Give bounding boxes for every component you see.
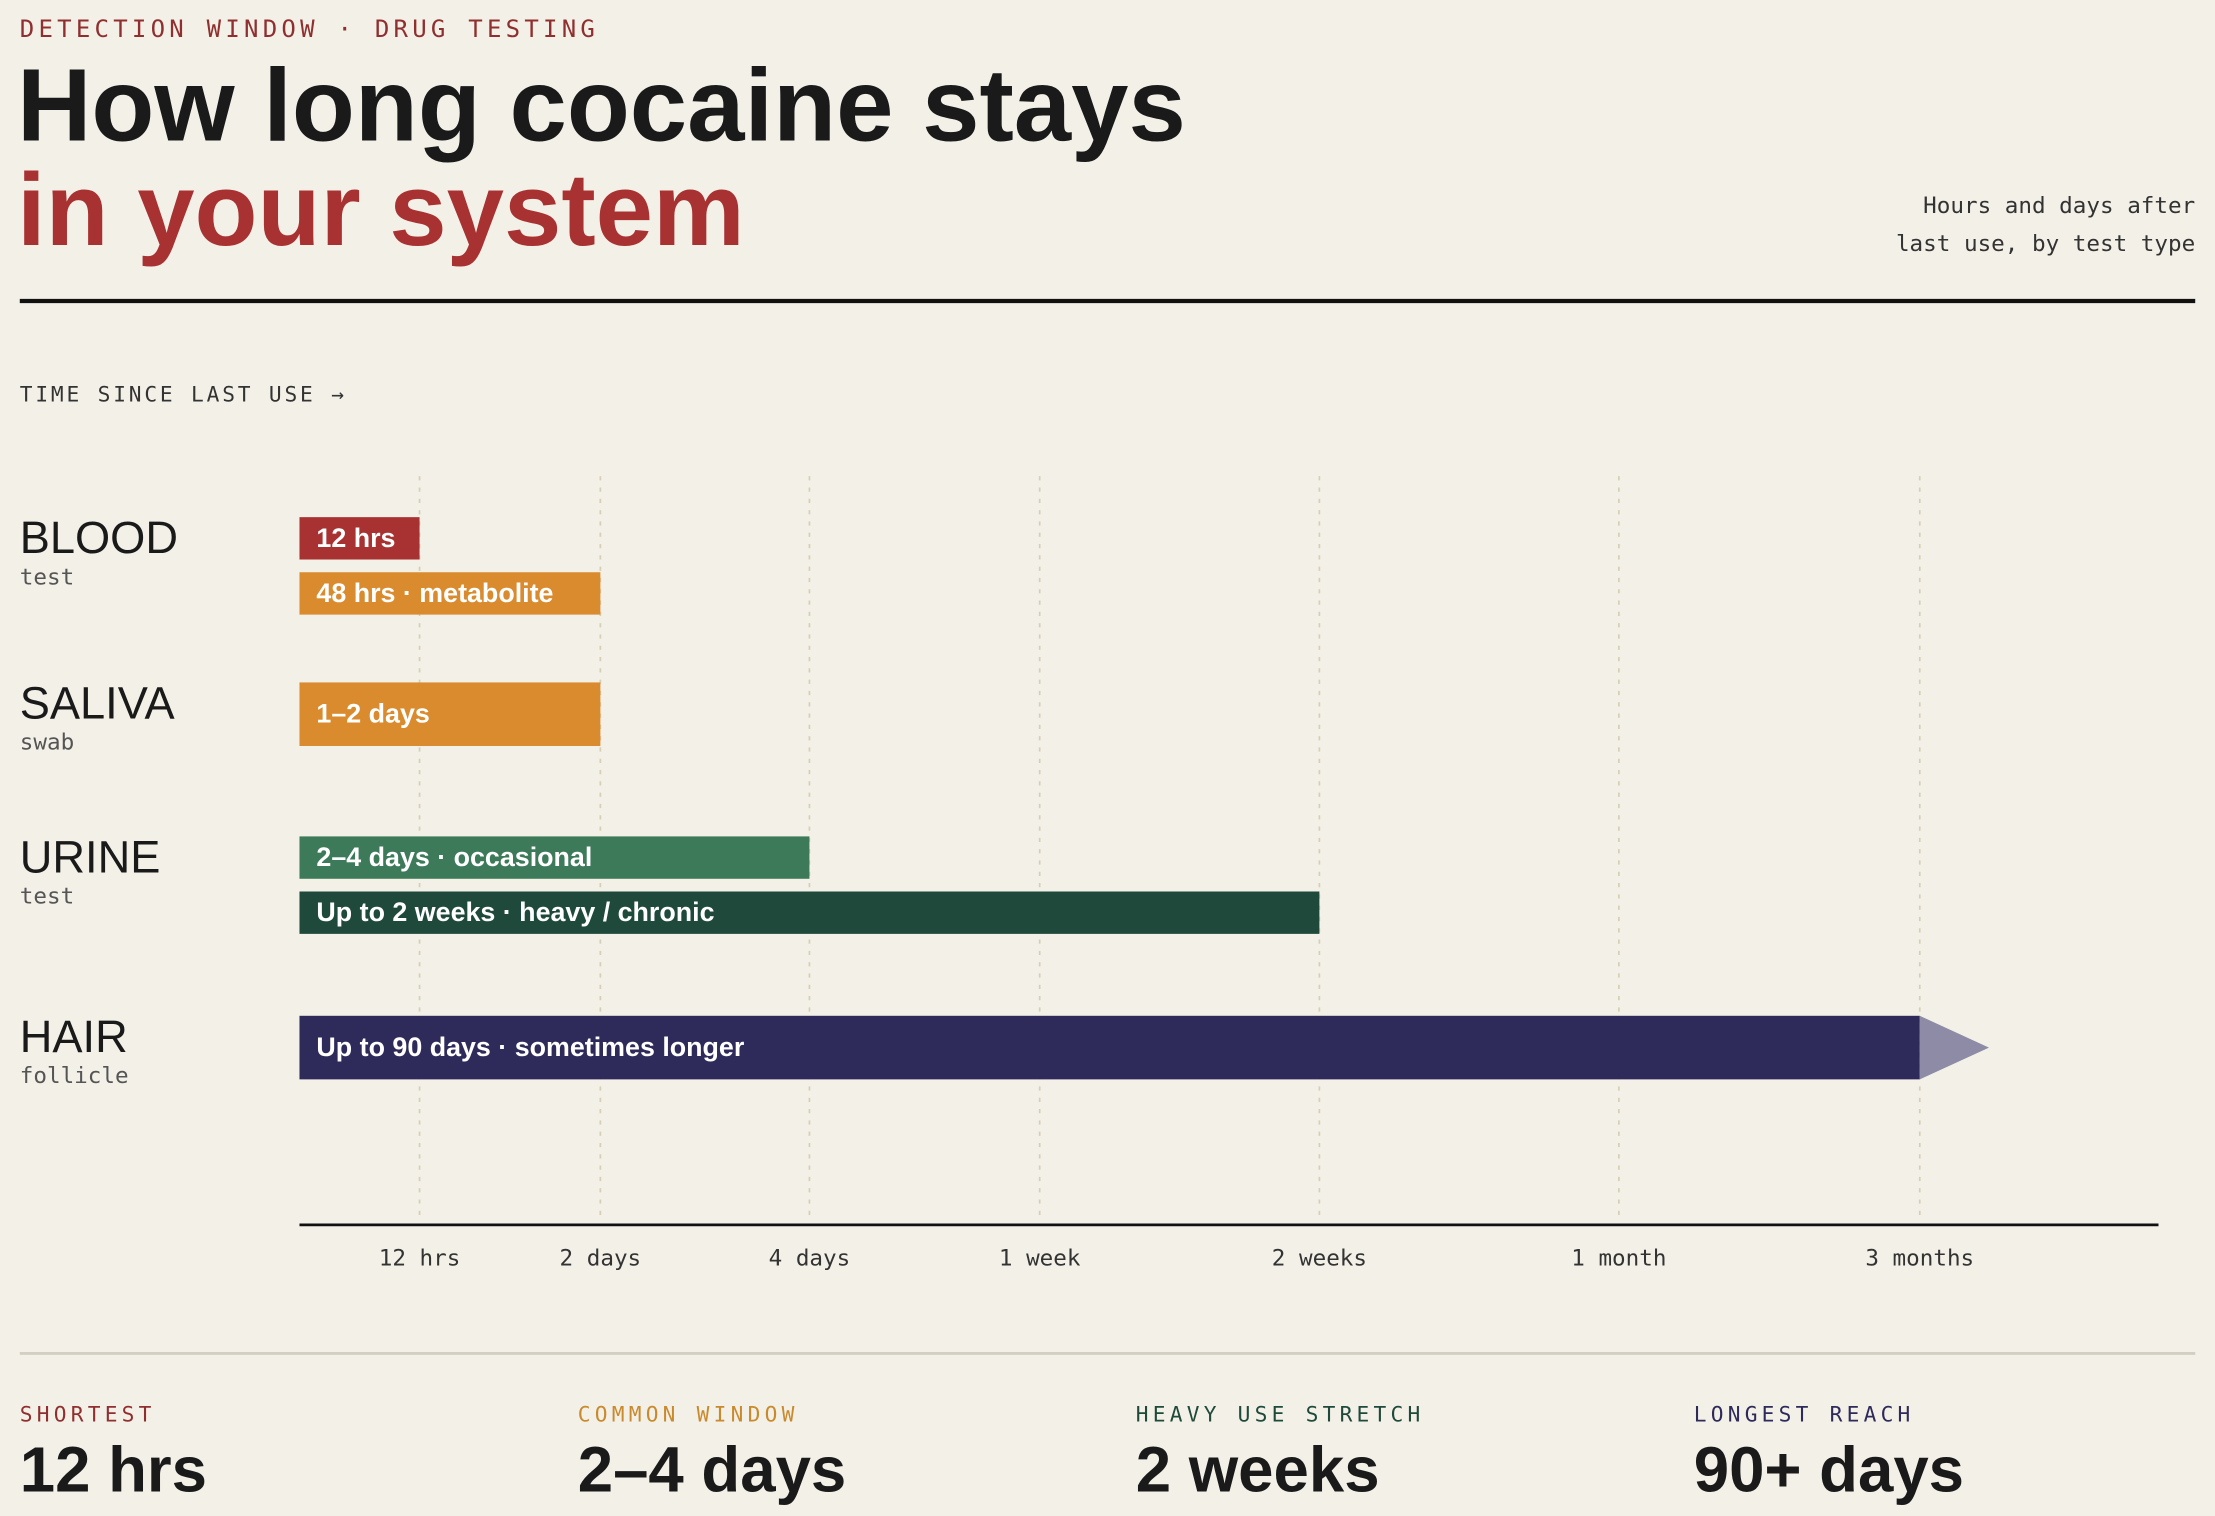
stat-value: 90+ days bbox=[1694, 1435, 1964, 1506]
row-sublabel: test bbox=[20, 884, 74, 910]
row-label: HAIR bbox=[20, 1011, 128, 1062]
x-tick-label: 2 days bbox=[560, 1245, 642, 1271]
bar-label: 1–2 days bbox=[316, 699, 429, 729]
stat-value: 2–4 days bbox=[578, 1435, 847, 1506]
bar-label: 2–4 days · occasional bbox=[316, 842, 592, 872]
stat-value: 12 hrs bbox=[20, 1435, 207, 1506]
bar-arrow bbox=[1919, 1015, 1989, 1080]
row-sublabel: follicle bbox=[20, 1063, 129, 1089]
x-tick-label: 3 months bbox=[1865, 1245, 1974, 1271]
stat-value: 2 weeks bbox=[1136, 1435, 1380, 1506]
bar-label: 12 hrs bbox=[316, 523, 395, 553]
kicker: DETECTION WINDOW · DRUG TESTING bbox=[20, 15, 599, 43]
x-axis-label: TIME SINCE LAST USE → bbox=[20, 382, 347, 407]
stat-label: LONGEST REACH bbox=[1694, 1402, 1915, 1427]
bar bbox=[299, 517, 420, 560]
x-tick-label: 12 hrs bbox=[379, 1245, 461, 1271]
bar bbox=[299, 836, 810, 879]
bar-label: 48 hrs · metabolite bbox=[316, 578, 553, 608]
bar-label: Up to 2 weeks · heavy / chronic bbox=[316, 897, 714, 927]
title-highlight: in your system bbox=[17, 152, 745, 267]
bar bbox=[299, 1015, 1920, 1080]
title: How long cocaine stays bbox=[17, 47, 1186, 162]
row-label: BLOOD bbox=[20, 512, 178, 563]
subtitle: last use, by test type bbox=[1896, 231, 2195, 257]
stat-label: SHORTEST bbox=[20, 1402, 156, 1427]
x-tick-label: 1 month bbox=[1571, 1245, 1666, 1271]
bar bbox=[299, 572, 601, 615]
x-tick-label: 1 week bbox=[999, 1245, 1081, 1271]
row-label: URINE bbox=[20, 831, 161, 882]
row-label: SALIVA bbox=[20, 677, 176, 728]
row-sublabel: swab bbox=[20, 730, 74, 756]
bar bbox=[299, 891, 1320, 934]
bar bbox=[299, 682, 601, 746]
bar-label: Up to 90 days · sometimes longer bbox=[316, 1032, 744, 1062]
x-tick-label: 2 weeks bbox=[1272, 1245, 1367, 1271]
stat-label: HEAVY USE STRETCH bbox=[1136, 1402, 1425, 1427]
x-tick-label: 4 days bbox=[769, 1245, 851, 1271]
subtitle: Hours and days after bbox=[1923, 193, 2195, 219]
stat-label: COMMON WINDOW bbox=[578, 1402, 799, 1427]
row-sublabel: test bbox=[20, 564, 74, 590]
